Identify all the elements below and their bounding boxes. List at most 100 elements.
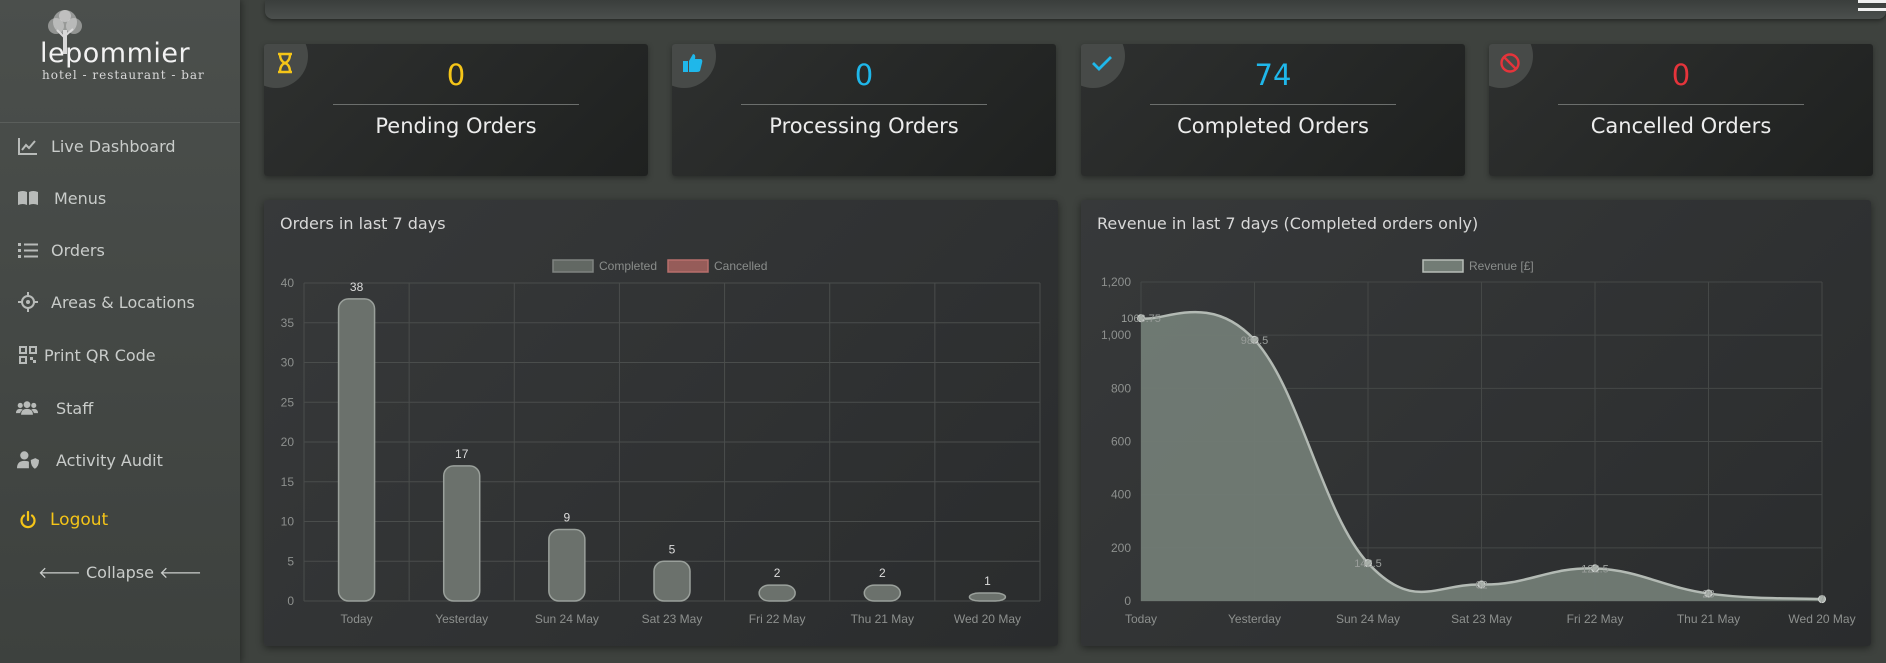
cancelled-orders-label: Cancelled Orders: [1590, 114, 1772, 138]
users-icon: [16, 397, 38, 419]
completed-orders-label: Completed Orders: [1177, 114, 1369, 138]
x-tick-label: Wed 20 May: [954, 612, 1021, 626]
bar-sat-23-may: [653, 560, 691, 602]
orders-chart-title: Orders in last 7 days: [280, 214, 446, 233]
revenue-point-label: 122.5: [1581, 563, 1609, 575]
bar-fri-22-may: [758, 584, 796, 602]
revenue-area-fill: [1141, 312, 1822, 601]
tree-logo-icon: [48, 10, 82, 54]
processing-orders-count: 0: [854, 58, 874, 92]
x-tick-label: Sat 23 May: [1451, 612, 1512, 626]
pending-orders-count: 0: [446, 58, 466, 92]
revenue-point: [1250, 335, 1259, 344]
legend-swatch-cancelled: [667, 259, 709, 273]
x-tick-label: Thu 21 May: [1677, 612, 1740, 626]
sidebar-item-menus[interactable]: Menus: [0, 176, 240, 220]
revenue-point: [1364, 559, 1372, 568]
card-divider: [1150, 104, 1396, 105]
logout-button[interactable]: Logout: [0, 498, 240, 542]
collapse-sidebar-button[interactable]: 🡐 Collapse 🡐: [38, 563, 202, 582]
x-tick-label: Fri 22 May: [749, 612, 806, 626]
hourglass-icon: [278, 52, 292, 74]
x-tick-label: Sat 23 May: [642, 612, 703, 626]
card-divider: [1558, 104, 1804, 105]
y-tick-label: 400: [1111, 488, 1131, 502]
sidebar-item-label: Staff: [56, 398, 94, 418]
brand-logo[interactable]: lepommier hotel - restaurant - bar: [0, 0, 240, 123]
sidebar-item-activity-audit[interactable]: Activity Audit: [0, 438, 240, 482]
book-icon: [17, 187, 39, 209]
revenue-point: [1591, 564, 1599, 573]
hamburger-menu-icon[interactable]: [1858, 0, 1886, 14]
bar-yesterday: [442, 465, 481, 602]
bar-value-label: 9: [564, 510, 571, 524]
sidebar-item-label: Menus: [54, 188, 107, 208]
sidebar-item-areas-locations[interactable]: Areas & Locations: [0, 280, 240, 324]
y-tick-label: 200: [1111, 541, 1131, 555]
y-tick-label: 40: [281, 276, 295, 290]
sidebar-item-staff[interactable]: Staff: [0, 386, 240, 430]
y-tick-label: 600: [1111, 435, 1131, 449]
completed-orders-card[interactable]: 74 Completed Orders: [1081, 44, 1465, 176]
line-chart-icon: [17, 135, 39, 157]
revenue-point-label: 28: [1702, 589, 1714, 601]
thumbs-up-icon: [683, 54, 703, 72]
orders-chart-panel: Completed Cancelled 0 5 10 15 20 25 30 35 40 38 Toda…: [264, 200, 1058, 646]
x-tick-label: Yesterday: [435, 612, 488, 626]
list-icon: [17, 239, 39, 261]
qr-code-icon: [17, 344, 39, 366]
sidebar-item-label: Areas & Locations: [51, 292, 195, 312]
legend-swatch-revenue: [1422, 259, 1464, 273]
revenue-point-label: 142.5: [1354, 558, 1382, 570]
x-tick-label: Today: [341, 612, 373, 626]
check-icon: [1092, 56, 1112, 71]
bar-thu-21-may: [863, 584, 902, 602]
sidebar: lepommier hotel - restaurant - bar Live …: [0, 0, 240, 663]
revenue-chart-title: Revenue in last 7 days (Completed orders…: [1097, 214, 1479, 233]
crosshair-icon: [17, 291, 39, 313]
y-tick-label: 800: [1111, 381, 1131, 395]
revenue-point-label: 982.5: [1241, 335, 1269, 347]
sidebar-item-orders[interactable]: Orders: [0, 228, 240, 272]
x-tick-label: Fri 22 May: [1567, 612, 1624, 626]
bar-value-label: 2: [879, 566, 886, 580]
logout-label: Logout: [50, 510, 109, 530]
revenue-point: [1704, 589, 1713, 598]
x-tick-label: Thu 21 May: [851, 612, 914, 626]
y-tick-label: 0: [287, 594, 294, 608]
x-tick-label: Sun 24 May: [1336, 612, 1400, 626]
y-tick-label: 15: [281, 475, 295, 489]
y-tick-label: 10: [281, 515, 295, 529]
ban-icon: [1500, 53, 1520, 73]
x-tick-label: Sun 24 May: [535, 612, 599, 626]
legend-swatch-completed: [552, 259, 594, 273]
y-tick-label: 5: [287, 554, 294, 568]
cancelled-orders-count: 0: [1671, 58, 1691, 92]
bar-value-label: 1: [984, 574, 991, 588]
pending-orders-label: Pending Orders: [375, 114, 537, 138]
sidebar-item-print-qr-code[interactable]: Print QR Code: [0, 333, 240, 377]
cancelled-orders-card[interactable]: 0 Cancelled Orders: [1489, 44, 1873, 176]
sidebar-item-label: Activity Audit: [56, 450, 163, 470]
bar-value-label: 2: [774, 566, 781, 580]
y-tick-label: 20: [281, 435, 295, 449]
revenue-point-label: 62: [1475, 580, 1487, 592]
power-icon: [17, 509, 39, 531]
card-divider: [741, 104, 987, 105]
pending-orders-card[interactable]: 0 Pending Orders: [264, 44, 648, 176]
legend-label-cancelled: Cancelled: [714, 259, 767, 273]
sidebar-item-label: Orders: [51, 240, 105, 260]
sidebar-item-label: Print QR Code: [44, 345, 156, 365]
revenue-point-label: 7: [1819, 594, 1825, 606]
x-tick-label: Yesterday: [1228, 612, 1281, 626]
user-shield-icon: [17, 449, 39, 471]
processing-orders-label: Processing Orders: [769, 114, 959, 138]
revenue-point-label: 1063.75: [1121, 313, 1161, 325]
sidebar-item-label: Live Dashboard: [51, 136, 176, 156]
revenue-point: [1818, 595, 1826, 604]
card-divider: [333, 104, 579, 105]
processing-orders-card[interactable]: 0 Processing Orders: [672, 44, 1056, 176]
bar-value-label: 38: [350, 280, 364, 294]
bar-wed-20-may: [968, 592, 1007, 602]
sidebar-item-live-dashboard[interactable]: Live Dashboard: [0, 124, 240, 168]
